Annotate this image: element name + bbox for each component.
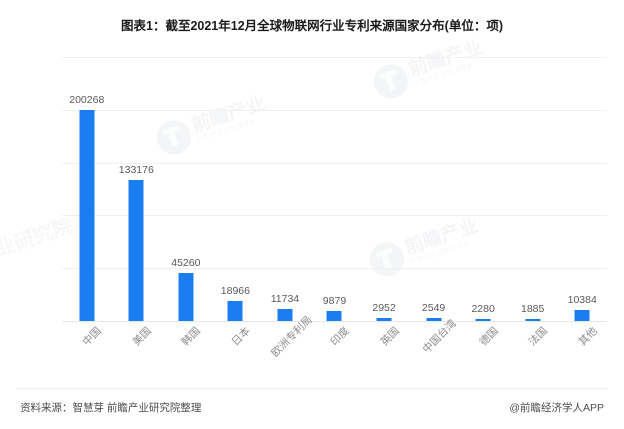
gridline (62, 57, 607, 58)
bar-value-label: 133176 (118, 164, 154, 177)
x-axis-tick: 欧洲专利局 (260, 314, 315, 360)
x-axis-tick-label: 印度 (328, 324, 352, 349)
bar-group[interactable]: 133176 (112, 57, 162, 321)
bar[interactable] (277, 308, 293, 321)
bar[interactable] (475, 318, 491, 321)
gridline (62, 215, 607, 217)
x-axis-tick: 韩国 (161, 325, 211, 348)
bar-group[interactable]: 2549 (409, 57, 459, 321)
x-axis-tick: 法国 (508, 325, 558, 348)
x-axis-tick-label: 法国 (526, 324, 550, 349)
bar-value-label: 18966 (220, 284, 250, 297)
bar[interactable] (227, 300, 243, 321)
bar[interactable] (178, 273, 194, 321)
bar-group[interactable]: 10384 (557, 57, 607, 321)
x-axis-tick: 其他 (557, 325, 607, 348)
x-axis-tick-label: 中国 (80, 324, 105, 349)
bar-group[interactable]: 2952 (359, 57, 409, 321)
bar[interactable] (426, 318, 442, 321)
bar[interactable] (574, 310, 590, 321)
x-axis-tick-label: 日本 (229, 324, 253, 349)
bar-group[interactable]: 2280 (458, 57, 508, 321)
x-axis-tick: 美国 (112, 325, 162, 348)
bar[interactable] (79, 109, 95, 321)
bar[interactable] (376, 317, 392, 321)
brand-note: @前瞻经济学人APP (509, 402, 604, 414)
bar-group[interactable]: 45260 (161, 57, 211, 321)
bar-value-label: 2549 (421, 302, 446, 315)
x-axis-tick: 中国台湾 (409, 318, 459, 356)
plot-area: 2500002000001500001000005000002002681331… (62, 57, 607, 322)
bar-value-label: 2952 (372, 301, 396, 314)
x-axis-tick: 中国 (62, 325, 112, 348)
bar-value-label: 1885 (520, 303, 545, 315)
x-axis-tick-label: 德国 (477, 324, 501, 349)
bar-value-label: 2280 (471, 302, 495, 315)
bar[interactable] (326, 310, 342, 321)
footer-divider (16, 388, 608, 389)
gridline (62, 268, 607, 270)
x-axis-tick-label: 其他 (576, 324, 600, 349)
bar-value-label: 45260 (171, 257, 201, 270)
chart-title: 图表1：截至2021年12月全球物联网行业专利来源国家分布(单位：项) (121, 19, 503, 33)
bar-value-label: 11734 (270, 292, 300, 305)
x-axis-tick: 德国 (458, 325, 508, 348)
bar-value-label: 9879 (322, 294, 347, 307)
x-axis-tick-label: 中国台湾 (420, 317, 459, 356)
gridline (62, 162, 607, 164)
x-axis-tick: 印度 (310, 325, 360, 348)
x-axis-tick: 日本 (211, 325, 261, 348)
bar-group[interactable]: 11734 (260, 57, 310, 321)
x-axis-tick-label: 韩国 (179, 324, 204, 349)
bar-group[interactable]: 1885 (508, 57, 558, 321)
bar[interactable] (525, 319, 541, 321)
gridline (62, 321, 607, 322)
x-axis-labels: 中国 美国 韩国 日本 欧洲专利局 印度 英国 中国台湾 德国 法国 其他 (62, 314, 607, 385)
bar-group[interactable]: 18966 (211, 57, 261, 321)
gridline (62, 109, 607, 111)
x-axis-tick-label: 英国 (378, 324, 402, 349)
x-axis-tick: 英国 (359, 325, 409, 348)
x-axis-tick-label: 美国 (130, 324, 154, 349)
bar-group[interactable]: 200268 (62, 57, 112, 321)
source-note: 资料来源：智慧芽 前瞻产业研究院整理 (20, 402, 202, 414)
bar-value-label: 10384 (567, 294, 597, 307)
bar[interactable] (128, 180, 144, 321)
bar-value-label: 200268 (69, 93, 105, 106)
bar-group[interactable]: 9879 (310, 57, 360, 321)
